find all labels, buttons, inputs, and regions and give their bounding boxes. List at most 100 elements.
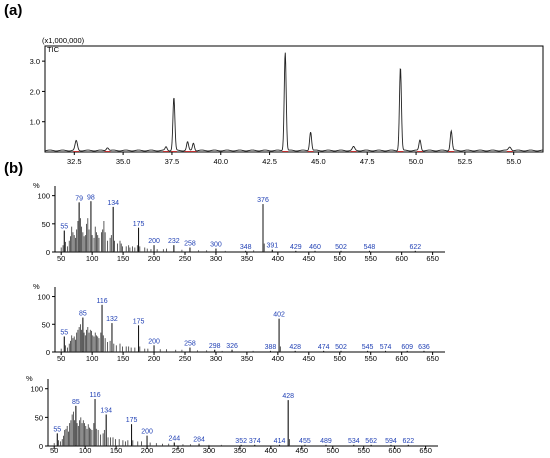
spectrum-2-peak-label: 132	[106, 316, 118, 323]
spectrum-2-x-tick-label: 450	[303, 354, 316, 363]
spectrum-2-peak-label: 258	[184, 341, 196, 348]
spectrum-1-x-tick-label: 300	[210, 254, 223, 263]
tic-y-tick-label: 1.0	[30, 118, 40, 127]
spectrum-1-y-tick-label: 50	[42, 220, 50, 229]
spectrum-3-x-tick-label: 100	[79, 446, 92, 455]
spectrum-2-peak-label: 428	[289, 344, 301, 351]
spectrum-1-peak-label: 232	[168, 238, 180, 245]
spectrum-1-peak-label: 79	[75, 195, 83, 202]
tic-trace-label: TIC	[47, 45, 60, 54]
spectrum-2-peak-label: 474	[318, 344, 330, 351]
spectrum-1-y-tick-label: 0	[46, 248, 50, 257]
spectrum-1-peak-label: 376	[257, 197, 269, 204]
spectrum-2-y-tick-label: 0	[46, 348, 50, 357]
spectrum-2-x-tick-label: 650	[426, 354, 439, 363]
spectrum-2-peak-label: 545	[362, 344, 374, 351]
tic-x-tick-label: 40.0	[213, 157, 228, 166]
spectrum-3-peak-label: 85	[72, 399, 80, 406]
spectrum-2-peak-label: 609	[401, 344, 413, 351]
spectrum-1-x-tick-label: 500	[334, 254, 347, 263]
spectrum-1-peak-label: 429	[290, 244, 302, 251]
spectrum-3-peak-label: 374	[249, 438, 261, 445]
spectrum-2-x-tick-label: 600	[395, 354, 408, 363]
spectrum-3-y-tick-label: 100	[30, 385, 43, 394]
spectrum-1-peak-label: 348	[240, 244, 252, 251]
spectrum-1-peak-label: 460	[309, 244, 321, 251]
spectrum-1-peak-label: 391	[266, 243, 278, 250]
spectrum-1-x-tick-label: 200	[148, 254, 161, 263]
tic-x-tick-label: 45.0	[311, 157, 326, 166]
spectrum-1-x-tick-label: 50	[57, 254, 65, 263]
spectrum-1-peak-label: 300	[210, 242, 222, 249]
spectrum-3-peak-label: 489	[320, 438, 332, 445]
spectrum-3-ylabel: %	[26, 374, 33, 383]
spectrum-2-x-tick-label: 550	[364, 354, 377, 363]
spectrum-2-peak-label: 116	[96, 298, 107, 305]
spectrum-1-x-tick-label: 550	[364, 254, 377, 263]
spectrum-3-x-tick-label: 400	[265, 446, 278, 455]
panel-a-label: (a)	[4, 2, 23, 19]
spectrum-3-x-tick-label: 350	[234, 446, 247, 455]
spectrum-3-peak-label: 414	[274, 438, 286, 445]
spectrum-3-peak-label: 455	[299, 438, 311, 445]
tic-x-tick-label: 35.0	[116, 157, 131, 166]
spectrum-3-peak-label: 244	[168, 436, 180, 443]
spectrum-1-ylabel: %	[33, 181, 40, 190]
spectrum-3-x-tick-label: 450	[296, 446, 309, 455]
spectrum-1-x-tick-label: 650	[426, 254, 439, 263]
spectrum-1-peak-label: 98	[87, 194, 95, 201]
spectrum-2-peak-label: 502	[335, 344, 347, 351]
spectrum-3-peak-label: 562	[365, 438, 377, 445]
spectrum-2-peak-label: 388	[265, 344, 277, 351]
spectrum-1-peak-label: 55	[60, 224, 68, 231]
spectrum-3-x-tick-label: 600	[388, 446, 401, 455]
spectrum-2-peak-label: 200	[148, 338, 160, 345]
spectrum-2-x-tick-label: 500	[334, 354, 347, 363]
spectrum-3-peak-label: 134	[100, 408, 112, 415]
spectrum-1-peak-label: 622	[409, 244, 421, 251]
spectrum-1-x-tick-label: 400	[272, 254, 285, 263]
spectrum-2-peak-label: 298	[209, 343, 221, 350]
spectrum-3-peak-label: 594	[385, 438, 397, 445]
spectrum-3-y-tick-label: 50	[35, 413, 43, 422]
spectrum-3-peak-label: 55	[53, 426, 61, 433]
tic-x-tick-label: 52.5	[458, 157, 473, 166]
spectrum-1-x-tick-label: 600	[395, 254, 408, 263]
spectrum-1-peak-label: 134	[107, 200, 119, 207]
tic-scale-note: (x1,000,000)	[42, 36, 85, 45]
tic-y-tick-label: 2.0	[30, 87, 40, 96]
tic-x-tick-label: 47.5	[360, 157, 375, 166]
spectrum-2-peak-label: 636	[418, 344, 430, 351]
spectrum-2-x-tick-label: 150	[117, 354, 130, 363]
spectrum-2-x-tick-label: 350	[241, 354, 254, 363]
spectrum-2-ylabel: %	[33, 282, 40, 291]
spectrum-2-x-tick-label: 100	[86, 354, 99, 363]
spectrum-2-peak-label: 175	[133, 318, 145, 325]
spectrum-1-peak-label: 548	[364, 244, 376, 251]
spectrum-2-peak-label: 85	[79, 311, 87, 318]
spectrum-2-y-tick-label: 100	[37, 293, 50, 302]
spectrum-3-peak-label: 534	[348, 438, 360, 445]
tic-x-tick-label: 37.5	[165, 157, 180, 166]
spectrum-3-x-tick-label: 650	[419, 446, 432, 455]
spectrum-3-y-tick-label: 0	[39, 442, 43, 451]
tic-x-tick-label: 42.5	[262, 157, 277, 166]
spectrum-2-x-tick-label: 250	[179, 354, 192, 363]
spectrum-3-x-tick-label: 50	[50, 446, 58, 455]
spectrum-3-peak-label: 622	[402, 438, 414, 445]
spectrum-2-x-tick-label: 50	[57, 354, 65, 363]
spectrum-3-peak-label: 428	[282, 393, 294, 400]
tic-plot-frame	[44, 45, 544, 153]
spectrum-2-x-tick-label: 400	[272, 354, 285, 363]
spectrum-1-x-tick-label: 250	[179, 254, 192, 263]
tic-y-tick-label: 3.0	[30, 57, 40, 66]
spectrum-2-x-tick-label: 300	[210, 354, 223, 363]
spectrum-1-peak-label: 200	[148, 238, 160, 245]
tic-trace-line	[44, 52, 544, 152]
tic-x-tick-label: 32.5	[67, 157, 82, 166]
spectrum-3-peak-label: 352	[235, 438, 247, 445]
spectrum-1-peak-label: 258	[184, 240, 196, 247]
spectrum-1-peak-label: 175	[133, 221, 145, 228]
spectrum-1-x-tick-label: 450	[303, 254, 316, 263]
